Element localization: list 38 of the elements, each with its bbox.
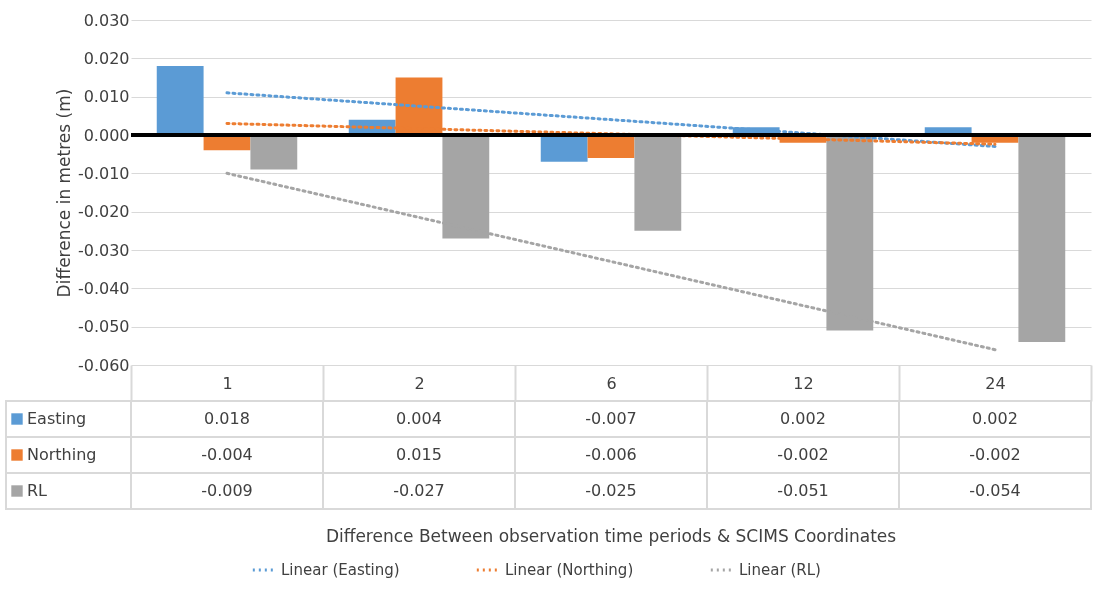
data-label: -0.002 [777,445,829,464]
data-label: 0.002 [780,409,826,428]
data-label: 0.004 [396,409,442,428]
data-label: -0.051 [777,481,829,500]
data-label: 0.018 [204,409,250,428]
data-label: -0.007 [585,409,637,428]
data-label: 0.015 [396,445,442,464]
data-label: -0.006 [585,445,637,464]
data-label: -0.025 [585,481,637,500]
x-tick-label: 2 [414,373,425,393]
data-label: -0.027 [393,481,445,500]
legend-label: Linear (RL) [739,561,821,579]
y-tick-label: 0.020 [83,48,130,68]
y-tick-label: 0.030 [83,10,130,30]
data-label: -0.004 [201,445,253,464]
y-tick-label: 0.010 [83,87,130,107]
legend-label: Linear (Easting) [281,561,400,579]
x-tick-label: 1 [222,373,233,393]
y-tick-label: -0.010 [77,163,130,183]
x-tick-label: 24 [985,373,1006,393]
x-tick-label: 12 [793,373,814,393]
y-tick-label: -0.040 [77,278,130,298]
legend-label: Linear (Northing) [505,561,634,579]
text: Difference Between observation time periods & SCIMS Coordinates [325,526,897,546]
legend-label: Northing [27,445,97,464]
y-tick-label: 0.000 [83,125,130,145]
y-axis-title: Difference in metres (m) [53,88,74,298]
y-tick-label: -0.050 [77,317,130,337]
data-label: -0.054 [969,481,1021,500]
data-label: 0.002 [972,409,1018,428]
data-label: -0.009 [201,481,253,500]
y-tick-label: -0.060 [77,355,130,375]
x-tick-label: 6 [606,373,617,393]
data-label: -0.002 [969,445,1021,464]
legend-label: Easting [27,409,87,428]
y-tick-label: -0.020 [77,202,130,222]
y-tick-label: -0.030 [77,240,130,260]
legend-label: RL [27,481,48,500]
